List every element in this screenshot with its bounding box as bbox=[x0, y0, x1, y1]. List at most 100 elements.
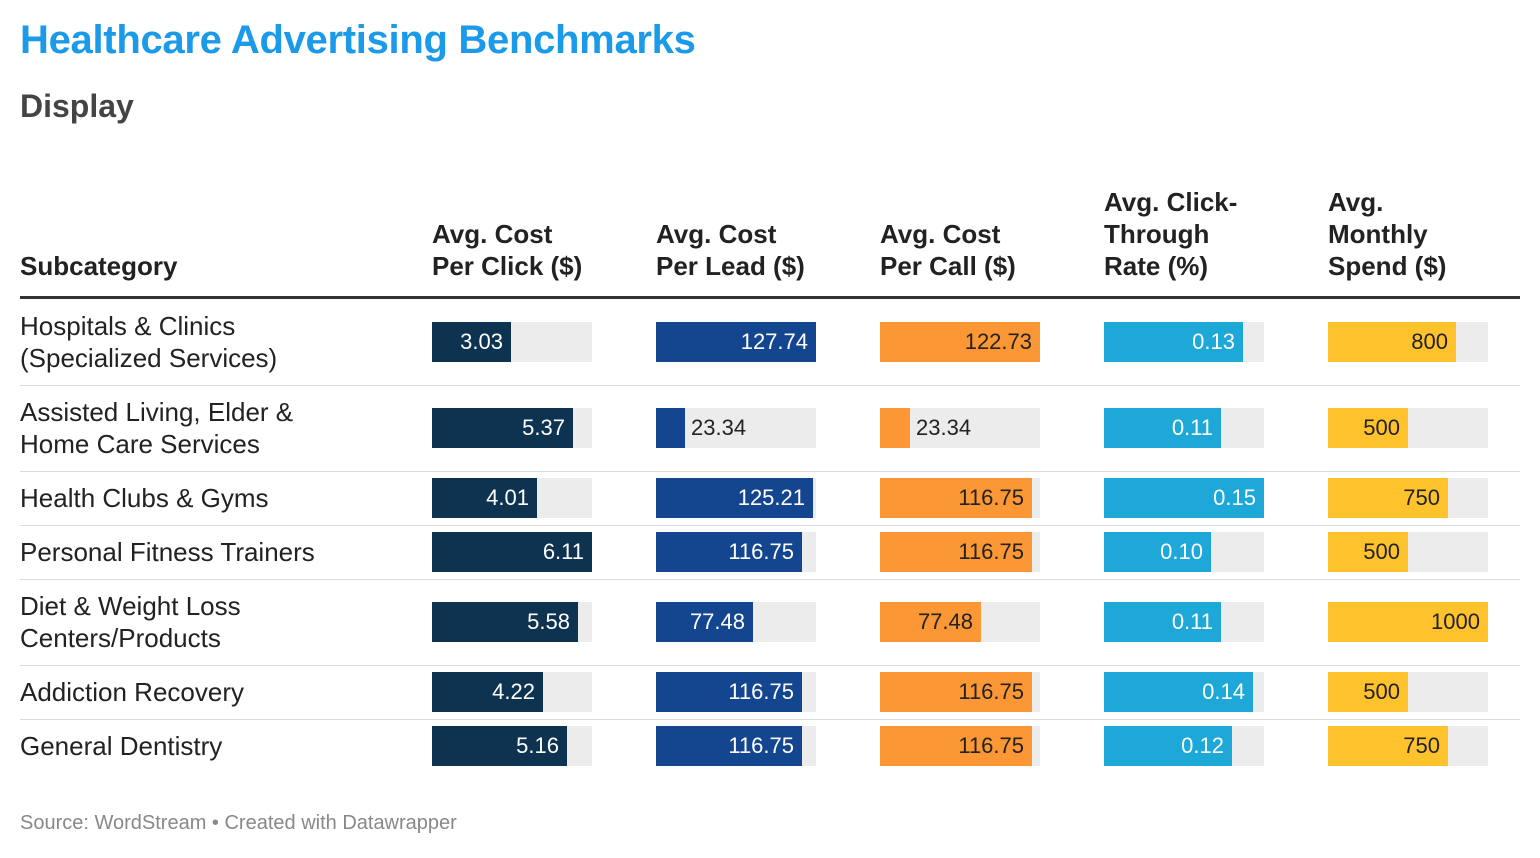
column-header-spend: Avg. Monthly Spend ($) bbox=[1328, 186, 1446, 282]
bar-track-cpc: 6.11 bbox=[432, 532, 592, 572]
bar-spend bbox=[1328, 726, 1448, 766]
bar-track-cpcall: 116.75 bbox=[880, 726, 1040, 766]
column-header-line: Per Call ($) bbox=[880, 251, 1016, 281]
row-label-line: Hospitals & Clinics bbox=[20, 311, 236, 341]
bar-track-spend: 500 bbox=[1328, 408, 1488, 448]
bar-track-cpc: 4.22 bbox=[432, 672, 592, 712]
bar-value-label: 6.11 bbox=[542, 539, 584, 564]
bar-track-cpc: 5.58 bbox=[432, 602, 592, 642]
bar-cpl bbox=[656, 322, 816, 362]
column-header-line: Per Click ($) bbox=[432, 251, 583, 281]
row-label: Hospitals & Clinics (Specialized Services… bbox=[20, 310, 277, 374]
column-header-line: Avg. Click- bbox=[1104, 187, 1238, 217]
bar-track-ctr: 0.11 bbox=[1104, 408, 1264, 448]
row-divider bbox=[20, 385, 1520, 386]
bar-track-spend: 750 bbox=[1328, 726, 1488, 766]
bar-value-label: 23.34 bbox=[691, 415, 747, 440]
row-divider bbox=[20, 471, 1520, 472]
bar-value-label: 500 bbox=[1363, 415, 1400, 440]
bar-value-label: 116.75 bbox=[958, 679, 1024, 704]
column-header-line: Per Lead ($) bbox=[656, 251, 805, 281]
bar-value-label: 4.01 bbox=[486, 485, 529, 510]
bar-spend bbox=[1328, 408, 1408, 448]
bar-track-spend: 1000 bbox=[1328, 602, 1488, 642]
bar-value-label: 800 bbox=[1411, 329, 1448, 354]
bar-value-label: 77.48 bbox=[689, 609, 745, 634]
bar-track-cpcall: 77.48 bbox=[880, 602, 1040, 642]
bar-track-cpl: 125.21 bbox=[656, 478, 816, 518]
bar-value-label: 750 bbox=[1403, 485, 1440, 510]
bar-cpl bbox=[656, 532, 802, 572]
row-label-line: (Specialized Services) bbox=[20, 343, 278, 373]
bar-track-ctr: 0.15 bbox=[1104, 478, 1264, 518]
row-label-line: Personal Fitness Trainers bbox=[20, 537, 315, 567]
column-header-subcategory: Subcategory bbox=[20, 250, 178, 282]
row-label: Assisted Living, Elder & Home Care Servic… bbox=[20, 396, 293, 460]
bar-track-cpl: 116.75 bbox=[656, 726, 816, 766]
bar-value-label: 0.15 bbox=[1213, 485, 1256, 510]
bar-value-label: 116.75 bbox=[958, 485, 1024, 510]
bar-track-cpl: 116.75 bbox=[656, 672, 816, 712]
row-label-line: Diet & Weight Loss bbox=[20, 591, 241, 621]
bar-value-label: 77.48 bbox=[917, 609, 973, 634]
row-label-line: Health Clubs & Gyms bbox=[20, 483, 269, 513]
column-header-line: Spend ($) bbox=[1328, 251, 1447, 281]
bar-ctr bbox=[1104, 532, 1211, 572]
column-header-line: Avg. Cost bbox=[432, 219, 553, 249]
row-divider bbox=[20, 719, 1520, 720]
bar-value-label: 5.58 bbox=[527, 609, 570, 634]
column-header-line: Monthly bbox=[1328, 219, 1428, 249]
bar-track-spend: 500 bbox=[1328, 672, 1488, 712]
bar-spend bbox=[1328, 602, 1488, 642]
bar-track-cpl: 127.74 bbox=[656, 322, 816, 362]
column-header-line: Avg. bbox=[1328, 187, 1384, 217]
bar-cpc bbox=[432, 672, 543, 712]
bar-value-label: 0.12 bbox=[1181, 733, 1224, 758]
header-divider bbox=[20, 296, 1520, 299]
bar-track-cpcall: 116.75 bbox=[880, 532, 1040, 572]
bar-cpl bbox=[656, 408, 685, 448]
row-label: Personal Fitness Trainers bbox=[20, 536, 315, 568]
bar-cpcall bbox=[880, 532, 1032, 572]
bar-cpcall bbox=[880, 478, 1032, 518]
chart-subtitle: Display bbox=[20, 88, 134, 124]
bar-track-cpl: 77.48 bbox=[656, 602, 816, 642]
source-note: Source: WordStream • Created with Datawr… bbox=[20, 812, 457, 834]
column-header-line: Avg. Cost bbox=[656, 219, 777, 249]
bar-cpl bbox=[656, 602, 753, 642]
bar-spend bbox=[1328, 532, 1408, 572]
bar-track-spend: 500 bbox=[1328, 532, 1488, 572]
bar-value-label: 500 bbox=[1363, 679, 1400, 704]
bar-value-label: 750 bbox=[1403, 733, 1440, 758]
column-header-line: Through bbox=[1104, 219, 1210, 249]
bar-track-cpc: 5.37 bbox=[432, 408, 592, 448]
bar-track-ctr: 0.10 bbox=[1104, 532, 1264, 572]
row-label-line: Centers/Products bbox=[20, 623, 221, 653]
column-header-cpc: Avg. Cost Per Click ($) bbox=[432, 218, 582, 282]
bar-cpc bbox=[432, 408, 573, 448]
row-label: Diet & Weight Loss Centers/Products bbox=[20, 590, 241, 654]
bar-track-spend: 800 bbox=[1328, 322, 1488, 362]
column-header-cpcall: Avg. Cost Per Call ($) bbox=[880, 218, 1016, 282]
column-header-ctr: Avg. Click- Through Rate (%) bbox=[1104, 186, 1237, 282]
bar-cpl bbox=[656, 726, 802, 766]
column-header-line: Subcategory bbox=[20, 251, 178, 281]
bar-value-label: 125.21 bbox=[737, 485, 805, 510]
bar-ctr bbox=[1104, 322, 1243, 362]
bar-cpc bbox=[432, 602, 578, 642]
bar-value-label: 5.37 bbox=[522, 415, 565, 440]
bar-track-cpc: 5.16 bbox=[432, 726, 592, 766]
bar-spend bbox=[1328, 322, 1456, 362]
bar-value-label: 500 bbox=[1363, 539, 1400, 564]
row-label: Addiction Recovery bbox=[20, 676, 244, 708]
bar-cpcall bbox=[880, 408, 910, 448]
bar-track-spend: 750 bbox=[1328, 478, 1488, 518]
bar-cpcall bbox=[880, 672, 1032, 712]
bar-cpc bbox=[432, 478, 537, 518]
bar-spend bbox=[1328, 478, 1448, 518]
bar-cpl bbox=[656, 672, 802, 712]
bar-cpcall bbox=[880, 726, 1032, 766]
bar-ctr bbox=[1104, 602, 1221, 642]
bar-value-label: 0.13 bbox=[1192, 329, 1235, 354]
bar-track-cpc: 4.01 bbox=[432, 478, 592, 518]
